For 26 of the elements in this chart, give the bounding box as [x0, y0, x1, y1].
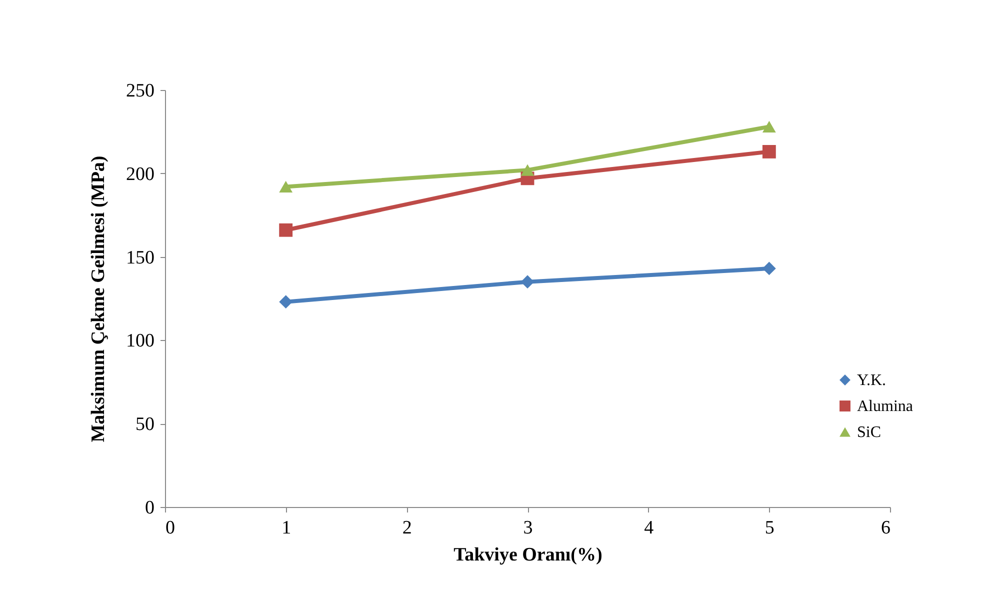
x-tick-label: 4 [644, 518, 654, 538]
y-tick-label: 200 [126, 164, 154, 185]
point [279, 295, 293, 309]
point [520, 275, 534, 289]
legend-label: Alumina [857, 398, 913, 415]
point [520, 164, 534, 176]
y-axis-title: Maksimum Çekme Geilmesi (MPa) [88, 156, 109, 442]
x-tick-label: 1 [282, 518, 292, 538]
point [279, 223, 293, 237]
point [279, 180, 293, 193]
y-tick-label: 250 [126, 80, 154, 102]
x-tick-label: 2 [402, 518, 412, 538]
x-tick-label: 0 [166, 518, 175, 538]
point [762, 145, 776, 158]
x-tick-label: 6 [881, 518, 890, 538]
legend-label: SiC [857, 424, 882, 441]
y-tick-label: 150 [126, 247, 154, 268]
point [762, 120, 776, 133]
y-tick-label: 100 [126, 330, 154, 352]
y-tick-label: 0 [145, 498, 154, 518]
x-tick-label: 5 [764, 518, 774, 538]
x-tick-label: 3 [523, 518, 533, 538]
legend-label: Y.K. [857, 372, 886, 389]
point [762, 262, 776, 276]
y-tick-label: 50 [136, 414, 154, 436]
x-axis-title: Takviye Oranı(%) [454, 544, 602, 566]
